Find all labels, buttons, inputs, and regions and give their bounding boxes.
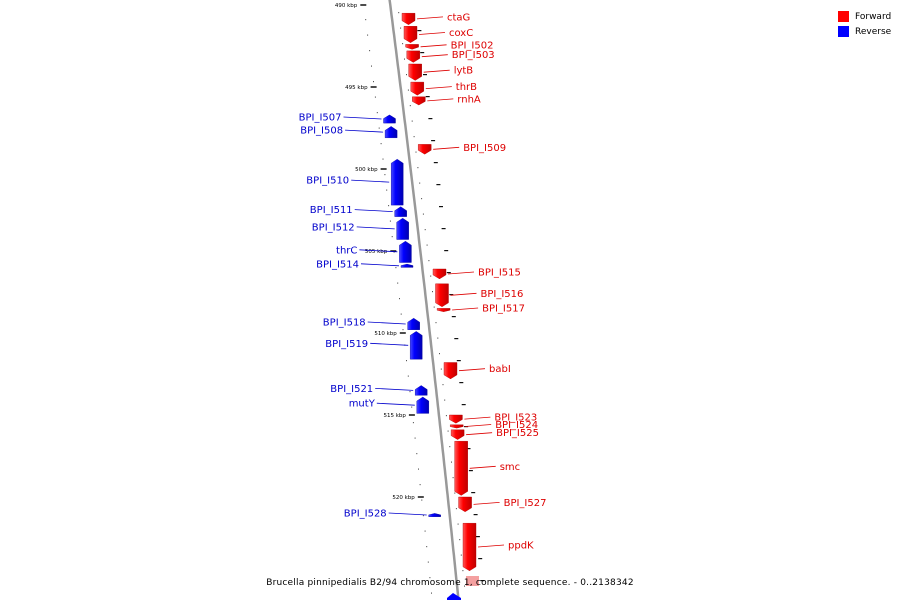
legend-reverse: Reverse [838, 24, 891, 39]
gene-label-BPI_I514: BPI_I514 [316, 259, 359, 270]
tick-label-495: 495 kbp [345, 85, 368, 91]
gene-label-BPI_I503: BPI_I503 [452, 50, 495, 61]
reverse-swatch [838, 26, 849, 37]
gene-BPI_I516[interactable]: BPI_I516 [435, 283, 524, 308]
gene-BPI_I514[interactable]: BPI_I514 [316, 259, 414, 270]
tick-label-515: 515 kbp [383, 413, 406, 419]
gene-label-BPI_I519: BPI_I519 [325, 339, 368, 350]
gene-label-BPI_I510: BPI_I510 [306, 176, 349, 187]
gene-BPI_I507[interactable]: BPI_I507 [299, 113, 396, 124]
gene-label-BPI_I512: BPI_I512 [312, 222, 355, 233]
gene-BPI_I517[interactable]: BPI_I517 [436, 304, 525, 315]
gene-mutY[interactable]: mutY [349, 396, 429, 414]
gene-thrB[interactable]: thrB [410, 81, 477, 96]
gene-label-smc: smc [500, 462, 520, 473]
gene-ctaG[interactable]: ctaG [401, 12, 470, 25]
legend-reverse-label: Reverse [855, 26, 892, 37]
gene-label-BPI_I518: BPI_I518 [323, 318, 366, 329]
gene-BPI_I515[interactable]: BPI_I515 [432, 268, 521, 280]
gene-BPI_I521[interactable]: BPI_I521 [330, 384, 428, 396]
gene-label-BPI_I524: BPI_I524 [495, 420, 538, 431]
gene-babI[interactable]: babI [443, 362, 511, 380]
gene-label-thrC: thrC [336, 245, 357, 256]
legend: Forward Reverse [838, 9, 891, 39]
gene-label-BPI_I521: BPI_I521 [330, 384, 373, 395]
gene-label-BPI_I507: BPI_I507 [299, 113, 342, 124]
gene-label-BPI_I515: BPI_I515 [478, 268, 521, 279]
gene-label-babI: babI [489, 364, 511, 375]
gene-BPI_I527[interactable]: BPI_I527 [458, 496, 547, 513]
scale-ticks: 490 kbp 495 kbp 500 kbp 505 kbp 510 kbp 515 k… [335, 3, 424, 501]
gene-BPI_I502[interactable]: BPI_I502 [405, 40, 494, 51]
legend-forward: Forward [838, 9, 891, 24]
gene-BPI_I524[interactable]: BPI_I524 [450, 420, 538, 431]
gene-label-coxC: coxC [449, 28, 473, 39]
gene-label-BPI_I528: BPI_I528 [344, 509, 387, 520]
gene-lytB[interactable]: lytB [408, 63, 474, 81]
gene-label-BPI_I527: BPI_I527 [504, 498, 547, 509]
gene-label-BPI_I525: BPI_I525 [496, 428, 539, 439]
gene-label-BPI_I508: BPI_I508 [300, 126, 343, 137]
gene-BPI_I512[interactable]: BPI_I512 [312, 217, 409, 240]
gene-label-BPI_I517: BPI_I517 [482, 304, 525, 315]
truncated-reverse-feature [447, 593, 461, 600]
gene-BPI_I528[interactable]: BPI_I528 [344, 509, 441, 520]
tick-label-505: 505 kbp [365, 249, 388, 255]
gene-BPI_I518[interactable]: BPI_I518 [323, 318, 420, 330]
forward-swatch [838, 11, 849, 22]
gene-BPI_I511[interactable]: BPI_I511 [310, 205, 407, 217]
tick-label-500: 500 kbp [355, 167, 378, 173]
tick-label-490: 490 kbp [335, 3, 358, 9]
gene-label-ctaG: ctaG [447, 12, 470, 23]
gene-label-BPI_I509: BPI_I509 [463, 143, 506, 154]
gene-BPI_I523[interactable]: BPI_I523 [449, 413, 537, 424]
gene-BPI_I503[interactable]: BPI_I503 [406, 50, 495, 63]
map-caption: Brucella pinnipedialis B2/94 chromosome … [266, 578, 634, 588]
truncated-forward-feature [466, 576, 479, 586]
gene-label-lytB: lytB [454, 66, 474, 77]
gene-label-thrB: thrB [456, 82, 477, 93]
gene-thrC[interactable]: thrC [336, 240, 412, 263]
gene-label-BPI_I516: BPI_I516 [481, 289, 524, 300]
gene-label-BPI_I511: BPI_I511 [310, 205, 353, 216]
gene-rnhA[interactable]: rnhA [412, 94, 481, 105]
gene-ppdK[interactable]: ppdK [462, 523, 534, 572]
gene-coxC[interactable]: coxC [403, 26, 473, 43]
gene-label-rnhA: rnhA [457, 94, 481, 105]
gene-BPI_I519[interactable]: BPI_I519 [325, 331, 423, 360]
sequence-backbone [388, 0, 460, 600]
gene-label-BPI_I502: BPI_I502 [451, 40, 494, 51]
gene-BPI_I510[interactable]: BPI_I510 [306, 158, 404, 206]
gene-label-ppdK: ppdK [508, 541, 534, 552]
gene-BPI_I509[interactable]: BPI_I509 [418, 143, 506, 155]
gene-smc[interactable]: smc [454, 441, 520, 496]
gene-label-mutY: mutY [349, 399, 376, 410]
legend-forward-label: Forward [855, 11, 892, 22]
gene-BPI_I508[interactable]: BPI_I508 [300, 126, 398, 139]
tick-label-510: 510 kbp [374, 331, 397, 337]
gene-BPI_I525[interactable]: BPI_I525 [450, 428, 539, 440]
gene-label-BPI_I523: BPI_I523 [494, 413, 537, 424]
sequence-dots [365, 12, 485, 594]
tick-label-520: 520 kbp [392, 495, 415, 501]
